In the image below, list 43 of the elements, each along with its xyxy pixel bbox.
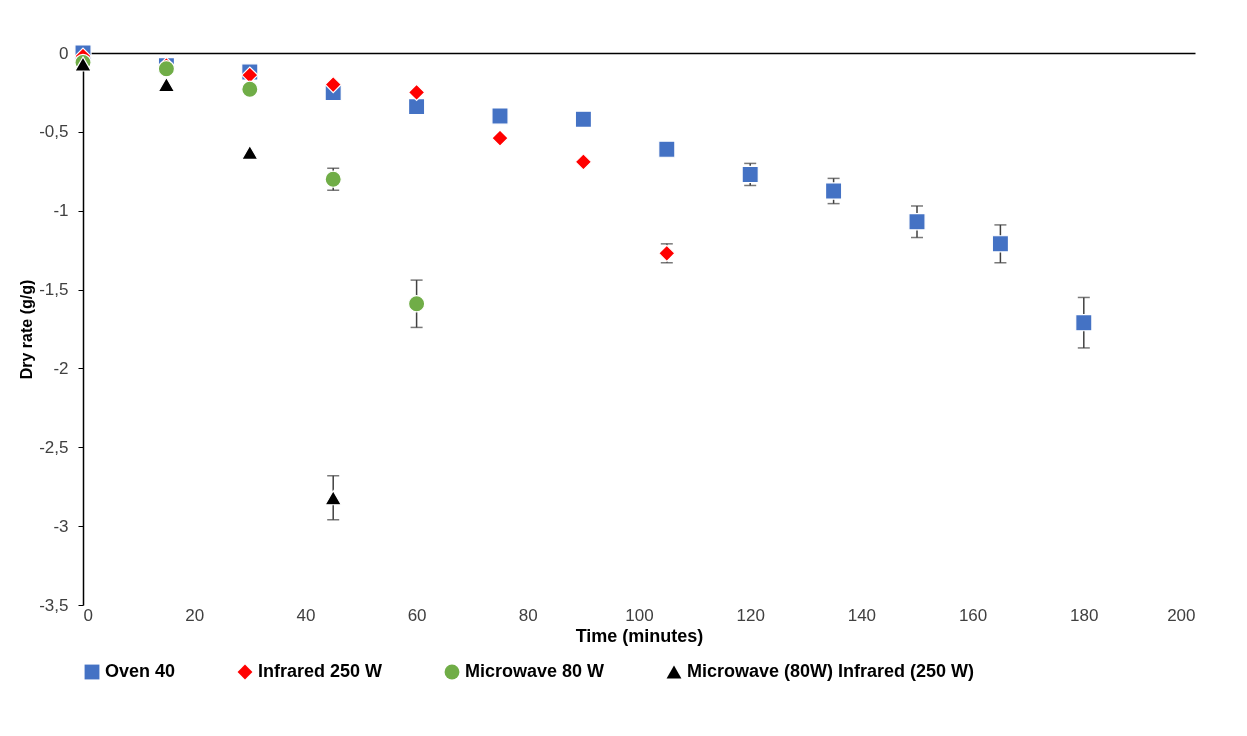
- x-tick-label: 120: [736, 605, 765, 625]
- y-tick-label: -2: [53, 358, 69, 378]
- y-tick-label: 0: [59, 43, 69, 63]
- y-tick-label: -0,5: [39, 122, 69, 142]
- point: [574, 153, 593, 171]
- point: [908, 213, 926, 231]
- point: [574, 110, 593, 128]
- point: [991, 235, 1010, 253]
- point: [324, 75, 342, 94]
- x-tick-label: 180: [1070, 605, 1099, 625]
- point: [658, 140, 676, 158]
- y-tick-label: -3,5: [39, 595, 69, 615]
- legend-label: Microwave (80W) Infrared (250 W): [687, 661, 975, 681]
- x-tick-label: 100: [625, 605, 654, 625]
- point: [157, 76, 176, 93]
- x-tick-label: 80: [518, 605, 538, 625]
- x-tick-label: 40: [296, 605, 316, 625]
- point: [407, 83, 426, 102]
- point: [241, 144, 259, 160]
- y-axis-title: Dry rate (g/g): [18, 279, 36, 380]
- x-tick-label: 200: [1167, 605, 1196, 625]
- x-axis-title: Time (minutes): [575, 625, 704, 646]
- x-tick-label: 160: [958, 605, 988, 625]
- point: [407, 97, 426, 116]
- x-tick-label: 60: [407, 605, 427, 625]
- x-tick-label: 140: [847, 605, 877, 625]
- legend-label: Infrared 250 W: [258, 661, 383, 681]
- x-tick-label: 20: [185, 605, 205, 625]
- point: [491, 107, 509, 125]
- point: [824, 182, 843, 200]
- y-tick-label: -2,5: [39, 437, 69, 457]
- y-tick-label: -1: [53, 201, 69, 221]
- y-tick-label: -1,5: [39, 280, 69, 300]
- point: [407, 295, 426, 313]
- point: [241, 80, 259, 98]
- point: [157, 60, 176, 78]
- point: [491, 129, 509, 147]
- x-tick-label: 0: [83, 605, 93, 625]
- legend-label: Microwave 80 W: [465, 661, 605, 681]
- y-tick-label: -3: [53, 516, 69, 536]
- legend-label: Oven 40: [105, 661, 176, 681]
- point: [1075, 314, 1093, 332]
- point: [324, 490, 342, 506]
